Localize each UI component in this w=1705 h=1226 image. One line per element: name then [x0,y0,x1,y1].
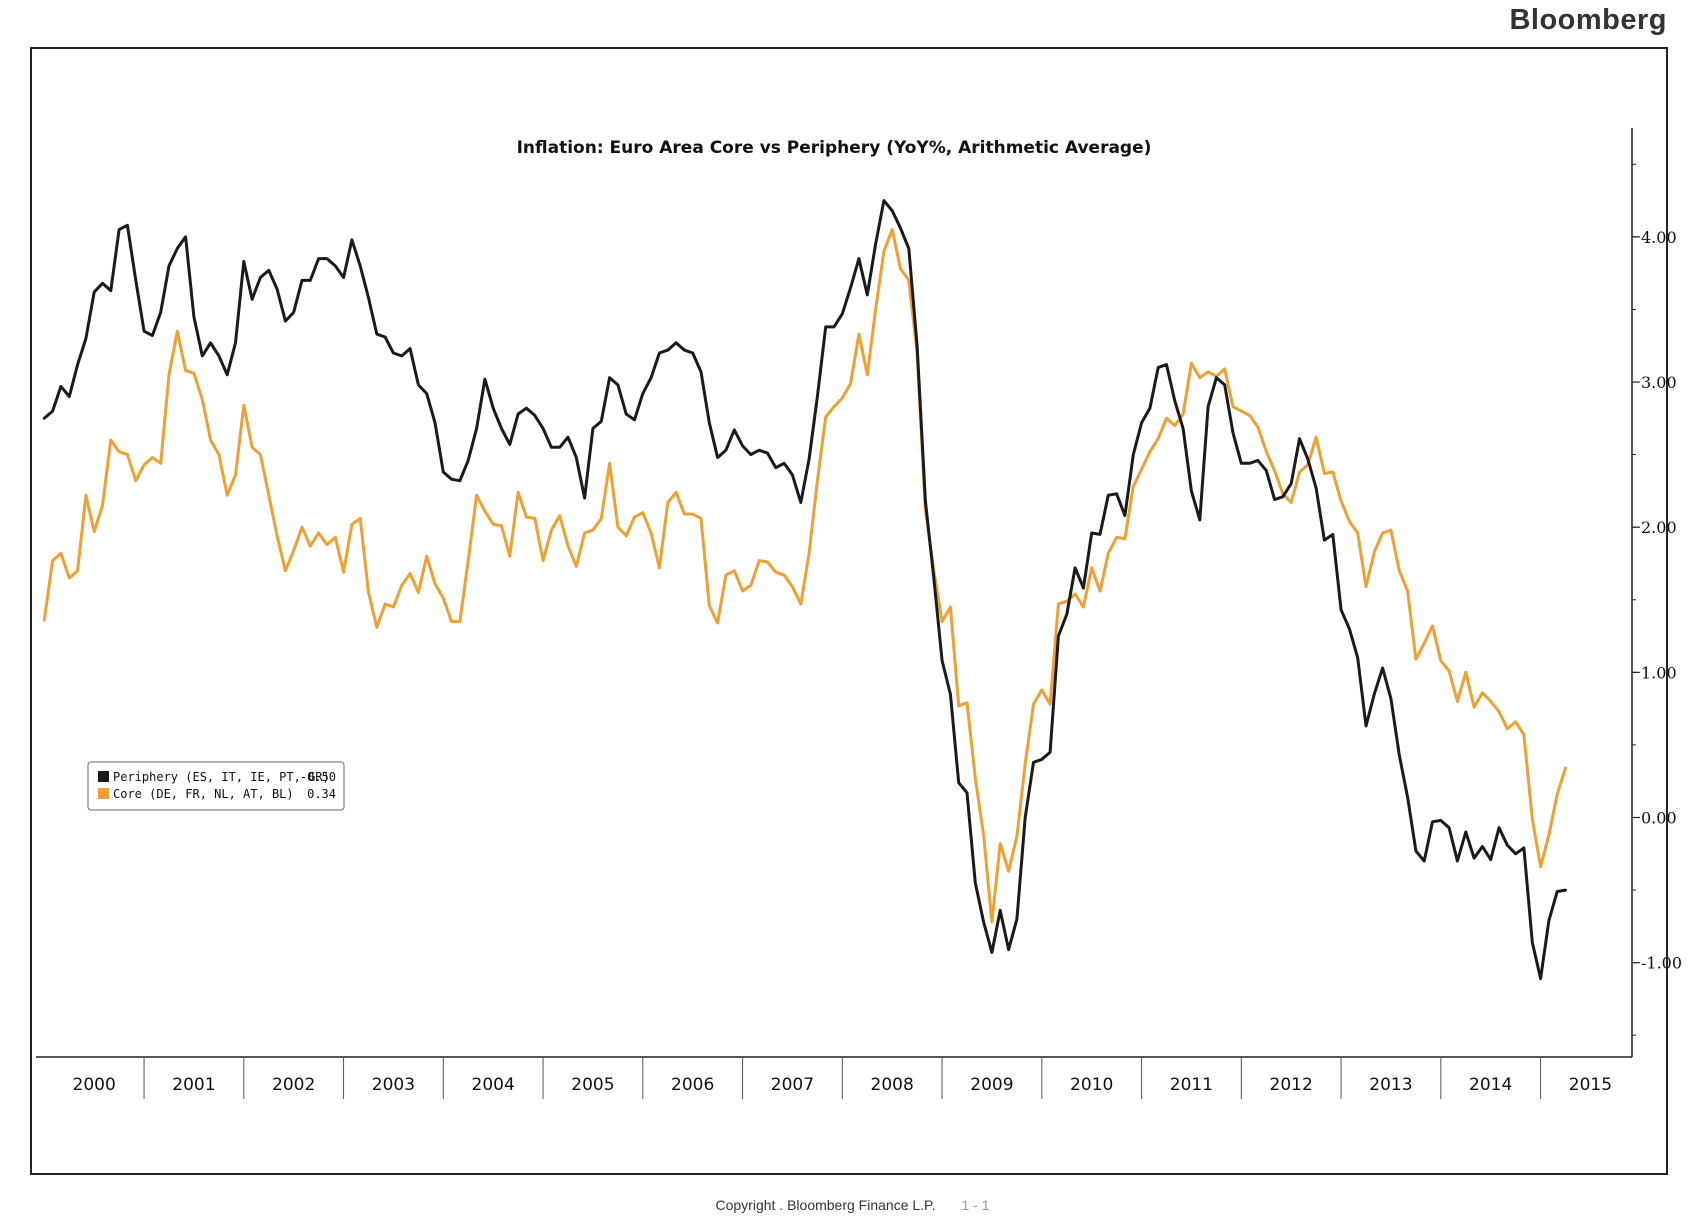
x-tick-label: 2007 [771,1075,814,1095]
series-line [42,199,1567,981]
x-tick-label: 2006 [671,1075,714,1095]
x-tick-label: 2013 [1369,1075,1412,1095]
series-layer [42,199,1567,981]
legend-label: Periphery (ES, IT, IE, PT, GR) [113,770,330,784]
x-tick-label: 2004 [472,1075,515,1095]
chart-frame [30,47,1668,1175]
page-indicator: 1 - 1 [961,1197,990,1213]
x-tick-label: 2000 [73,1075,116,1095]
x-tick-label: 2002 [272,1075,315,1095]
bloomberg-logo: Bloomberg [1509,4,1667,36]
legend-box [87,761,345,811]
y-tick-label: -1.00 [1641,954,1682,973]
chart-axes: -1.00 0.00 1.00 2.00 3.00 4.00 2000 2001 2002 200… [36,128,1682,1099]
y-tick-label: 0.00 [1641,808,1677,827]
series-line [42,228,1567,924]
x-tick-label: 2005 [571,1075,614,1095]
legend-swatch [98,771,109,782]
x-tick-label: 2014 [1469,1075,1512,1095]
x-tick-label: 2003 [372,1075,415,1095]
y-tick-label: 2.00 [1641,518,1677,537]
x-tick-label: 2015 [1569,1075,1612,1095]
y-tick-label: 4.00 [1641,228,1677,247]
x-tick-label: 2010 [1070,1075,1113,1095]
x-tick-label: 2009 [970,1075,1013,1095]
x-tick-label: 2001 [172,1075,215,1095]
legend-swatch [98,788,109,799]
chart-title: Inflation: Euro Area Core vs Periphery (… [517,138,1152,158]
x-tick-label: 2008 [871,1075,914,1095]
y-tick-label: 1.00 [1641,663,1677,682]
legend-value: -0.50 [300,770,336,784]
x-tick-label: 2011 [1170,1075,1213,1095]
footer: Copyright . Bloomberg Finance L.P. 1 - 1 [0,1197,1705,1213]
legend-label: Core (DE, FR, NL, AT, BL) [113,787,294,801]
copyright-text: Copyright . Bloomberg Finance L.P. [715,1197,936,1213]
legend-value: 0.34 [307,787,336,801]
chart-legend: Periphery (ES, IT, IE, PT, GR)-0.50 Core … [87,761,345,811]
x-tick-label: 2012 [1270,1075,1313,1095]
y-tick-label: 3.00 [1641,373,1677,392]
